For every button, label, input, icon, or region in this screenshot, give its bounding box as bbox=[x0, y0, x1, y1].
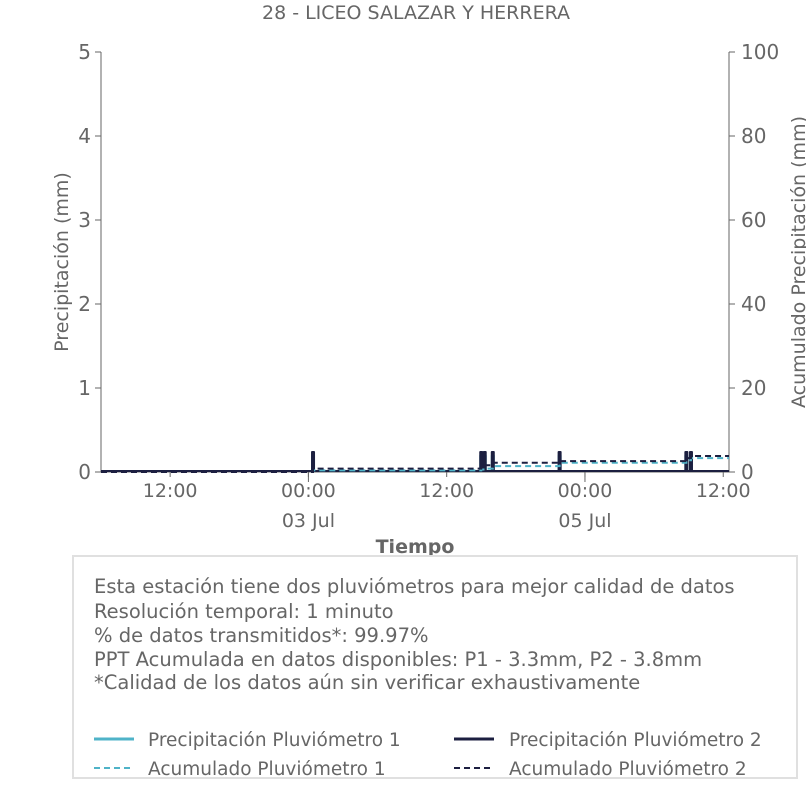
x-tick-label: 12:00 bbox=[143, 480, 198, 502]
legend-swatch-p2-acum bbox=[454, 767, 494, 769]
y-tick-label: 2 bbox=[78, 292, 91, 316]
y2-tick-label: 40 bbox=[741, 292, 766, 316]
p2-acum-line bbox=[101, 455, 729, 473]
p2-precip-bar bbox=[482, 451, 487, 472]
y2-tick-label: 100 bbox=[741, 40, 779, 64]
x-date-label: 03 Jul bbox=[282, 510, 335, 532]
chart-title: 28 - LICEO SALAZAR Y HERRERA bbox=[261, 2, 571, 24]
lines-layer bbox=[101, 455, 729, 473]
legend-swatch-p1-precip bbox=[94, 737, 134, 741]
legend-label-p2-acum: Acumulado Pluviómetro 2 bbox=[509, 759, 747, 780]
info-box: Esta estación tiene dos pluviómetros par… bbox=[72, 555, 798, 780]
p2-precip-bar bbox=[490, 451, 495, 472]
info-line-transmitted: % de datos transmitidos*: 99.97% bbox=[94, 624, 429, 647]
legend-label-p1-acum: Acumulado Pluviómetro 1 bbox=[148, 759, 386, 780]
x-tick-label: 00:00 bbox=[281, 480, 336, 502]
y-tick-label: 5 bbox=[78, 40, 91, 64]
y2-axis-label: Acumulado Precipitación (mm) bbox=[788, 116, 806, 408]
legend-label-p2-precip: Precipitación Pluviómetro 2 bbox=[509, 730, 762, 751]
info-line-stations: Esta estación tiene dos pluviómetros par… bbox=[94, 575, 735, 598]
info-line-resolution: Resolución temporal: 1 minuto bbox=[94, 600, 394, 623]
legend-label-p1-precip: Precipitación Pluviómetro 1 bbox=[148, 730, 401, 751]
x-tick-label: 12:00 bbox=[419, 480, 474, 502]
y-tick-label: 4 bbox=[78, 124, 91, 148]
y-tick-label: 1 bbox=[78, 376, 91, 400]
legend-swatch-p2-precip bbox=[454, 737, 494, 741]
p2-precip-bar bbox=[311, 451, 316, 472]
x-date-label: 05 Jul bbox=[558, 510, 611, 532]
y-axis-label: Precipitación (mm) bbox=[51, 172, 73, 352]
info-line-quality-note: *Calidad de los datos aún sin verificar … bbox=[94, 671, 641, 694]
y2-tick-label: 60 bbox=[741, 208, 766, 232]
p2-precip-bar bbox=[688, 451, 693, 472]
rain-chart: 0 1 2 3 4 5 0 20 40 60 80 100 12:00 00:00 12:00 00:00 12… bbox=[51, 40, 806, 558]
y2-tick-label: 0 bbox=[741, 460, 754, 484]
y-tick-label: 0 bbox=[78, 460, 91, 484]
axes-layer: 0 1 2 3 4 5 0 20 40 60 80 100 12:00 00:00 12:00 00:00 12… bbox=[78, 40, 779, 532]
y2-tick-label: 20 bbox=[741, 376, 766, 400]
x-axis-label: Tiempo bbox=[376, 536, 455, 558]
y-tick-label: 3 bbox=[78, 208, 91, 232]
info-line-accumulated: PPT Acumulada en datos disponibles: P1 -… bbox=[94, 648, 703, 671]
legend-swatch-p1-acum bbox=[94, 767, 134, 769]
x-tick-label: 00:00 bbox=[558, 480, 613, 502]
x-tick-label: 12:00 bbox=[696, 480, 751, 502]
y2-tick-label: 80 bbox=[741, 124, 766, 148]
